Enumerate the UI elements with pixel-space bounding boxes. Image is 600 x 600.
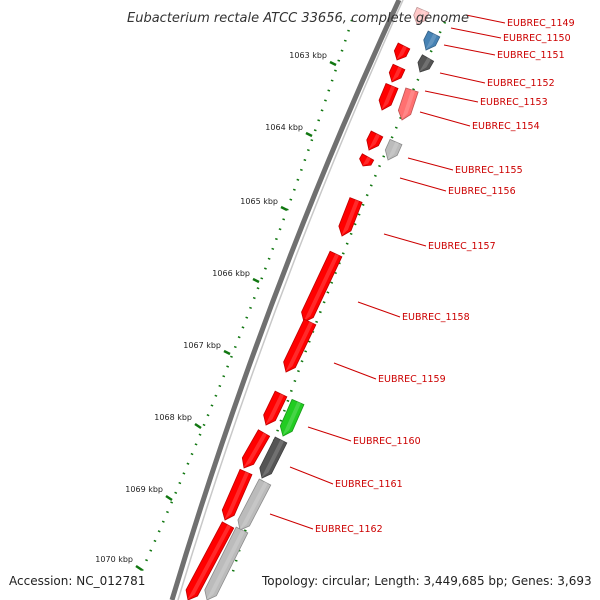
tick-mark	[135, 564, 143, 572]
gene-label[interactable]: EUBREC_1151	[497, 50, 565, 61]
gene-arrow-highlight	[396, 45, 407, 60]
tick-mark	[305, 131, 313, 138]
label-leader	[383, 233, 427, 247]
label-leader	[269, 513, 314, 530]
label-leader	[333, 362, 377, 380]
gene-label[interactable]: EUBREC_1159	[378, 374, 446, 385]
gene-arrow-highlight	[368, 133, 380, 150]
map-title: Eubacterium rectale ATCC 33656, complete…	[127, 11, 469, 26]
gene-arrow-highlight	[224, 471, 249, 520]
gene-label[interactable]: EUBREC_1156	[448, 186, 516, 197]
tick-label: 1063 kbp	[289, 51, 327, 60]
tick-mark	[329, 60, 337, 67]
tick-label: 1068 kbp	[154, 413, 192, 422]
gene-arrow-highlight	[391, 66, 402, 82]
tick-label: 1067 kbp	[183, 341, 221, 350]
gene-arrow-highlight	[387, 141, 399, 160]
gene-features	[185, 6, 441, 600]
backbone-outer	[169, 0, 402, 600]
gene-arrow-highlight	[285, 321, 313, 372]
gene-labels: EUBREC_1149 EUBREC_1150 EUBREC_1151 EUBREC_…	[315, 18, 575, 535]
tick-label: 1066 kbp	[212, 269, 250, 278]
gene-label[interactable]: EUBREC_1149	[507, 18, 575, 29]
gene-arrow-highlight	[381, 85, 395, 110]
tick-label: 1065 kbp	[240, 197, 278, 206]
tick-label: 1064 kbp	[265, 123, 303, 132]
label-leader	[399, 177, 447, 192]
topology-text: Topology: circular; Length: 3,449,685 bp…	[262, 574, 592, 588]
label-leader	[289, 466, 334, 485]
label-leader	[407, 157, 454, 171]
gene-label[interactable]: EUBREC_1154	[472, 121, 540, 132]
gene-arrow-highlight	[282, 401, 301, 436]
gene-arrow-highlight	[401, 89, 416, 120]
tick-mark	[165, 494, 173, 502]
gene-arrow-highlight	[187, 524, 231, 600]
gene-arrow-highlight	[419, 57, 431, 72]
gene-label[interactable]: EUBREC_1155	[455, 165, 523, 176]
label-leader	[419, 111, 471, 127]
gene-arrow-highlight	[425, 33, 437, 50]
label-leader	[439, 72, 486, 84]
gene-arrow-highlight	[341, 199, 360, 236]
gene-arrow-highlight	[239, 481, 268, 530]
gene-arrow-highlight	[206, 529, 245, 600]
label-leader	[465, 14, 506, 24]
label-leader	[424, 90, 479, 103]
label-leader	[307, 426, 352, 442]
gene-label[interactable]: EUBREC_1150	[503, 33, 571, 44]
gene-arrow-highlight	[265, 393, 284, 425]
gene-label[interactable]: EUBREC_1157	[428, 241, 496, 252]
label-leader	[450, 27, 502, 39]
tick-label: 1070 kbp	[95, 555, 133, 564]
gene-arrow-highlight	[416, 9, 426, 24]
tick-marks: 1063 kbp 1064 kbp 1065 kbp 1066 kbp 1067 kbp…	[95, 51, 337, 572]
label-leaders	[269, 14, 506, 530]
tick-mark	[252, 277, 260, 284]
tick-mark	[223, 349, 231, 356]
tick-mark	[280, 205, 288, 212]
gene-arrow-highlight	[362, 156, 371, 166]
gene-arrow-highlight	[243, 432, 267, 468]
accession-text: Accession: NC_012781	[9, 574, 146, 588]
label-leader	[443, 44, 496, 56]
tick-label: 1069 kbp	[125, 485, 163, 494]
gene-arrow-highlight	[303, 253, 339, 322]
gene-label[interactable]: EUBREC_1162	[315, 524, 383, 535]
gene-label[interactable]: EUBREC_1153	[480, 97, 548, 108]
gene-label[interactable]: EUBREC_1152	[487, 78, 555, 89]
label-leader	[357, 301, 401, 318]
tick-mark	[194, 422, 202, 430]
gene-label[interactable]: EUBREC_1158	[402, 312, 470, 323]
gene-arrow-highlight	[261, 439, 284, 478]
backbone-highlight	[177, 0, 404, 600]
gene-label[interactable]: EUBREC_1161	[335, 479, 403, 490]
backbone	[169, 0, 404, 600]
gene-label[interactable]: EUBREC_1160	[353, 436, 421, 447]
